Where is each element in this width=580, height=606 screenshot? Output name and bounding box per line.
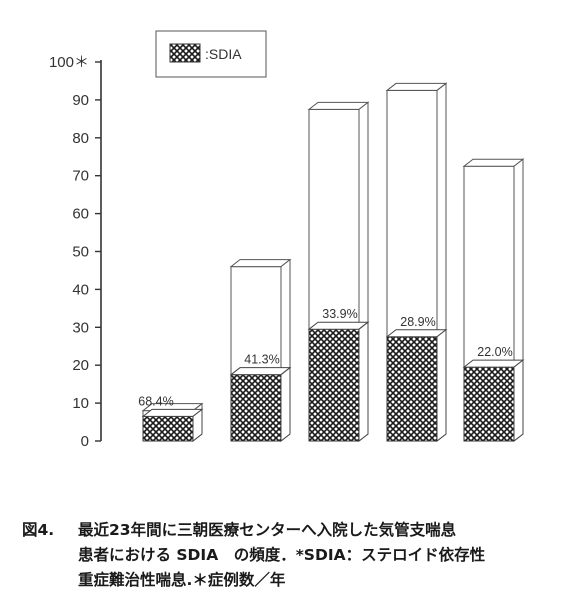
bar-sdia-side: [436, 328, 447, 443]
y-tick-label: 60: [72, 206, 89, 223]
bar-sdia-side: [513, 359, 524, 443]
bar-group: [462, 158, 525, 443]
y-tick-label: 70: [72, 168, 89, 185]
caption-line-3: 重症難治性喘息.＊症例数／年: [78, 571, 286, 589]
caption-line-2: 患者における SDIA の頻度．*SDIA：ステロイド依存性: [78, 546, 486, 564]
y-tick-label: 30: [72, 319, 89, 336]
bar-sdia-top: [385, 329, 448, 338]
bars: [141, 82, 525, 443]
bar-sdia-top: [462, 359, 525, 368]
bar-group: [307, 101, 370, 443]
bar-group: [229, 258, 292, 443]
y-tick-label: 40: [72, 281, 89, 298]
caption-text-1: 最近23年間に三朝医療センターへ入院した気管支喘息: [78, 521, 457, 539]
percent-label: 22.0%: [477, 345, 512, 359]
bar-sdia-top: [307, 321, 370, 330]
y-tick-label: 0: [81, 433, 89, 450]
y-tick-label: 80: [72, 130, 89, 147]
bar-sdia: [386, 336, 438, 442]
y-tick-label: 50: [72, 244, 89, 261]
y-tick-label: 90: [72, 92, 89, 109]
bar-sdia: [230, 374, 282, 442]
caption-line-1: 図4. 最近23年間に三朝医療センターへ入院した気管支喘息: [22, 518, 572, 543]
figure-caption: 図4. 最近23年間に三朝医療センターへ入院した気管支喘息 患者における SDIA…: [22, 518, 572, 593]
y-tick-label: 100＊: [49, 54, 89, 71]
bar-group: [385, 82, 448, 443]
legend-label-sdia: :SDIA: [205, 46, 242, 62]
bar-sdia: [463, 366, 515, 442]
y-tick-label: 10: [72, 395, 89, 412]
bar-total-top: [462, 158, 525, 167]
bar-sdia-top: [141, 408, 204, 417]
y-tick-label: 20: [72, 357, 89, 374]
percent-label: 28.9%: [400, 315, 435, 329]
bar-sdia: [142, 415, 194, 442]
bar-group: [141, 402, 204, 443]
y-axis: 0 10 20 30 40 50 60 70 80 90 100＊: [49, 54, 102, 450]
bar-total-top: [385, 82, 448, 91]
percent-labels: 68.4% 41.3% 33.9% 28.9% 22.0%: [138, 307, 512, 408]
bar-sdia: [308, 328, 360, 442]
bar-sdia-side: [280, 366, 291, 443]
bar-chart: 0 10 20 30 40 50 60 70 80 90 100＊ 68.4% 41.3% 33.9% 2…: [49, 30, 525, 450]
percent-label: 68.4%: [138, 394, 173, 408]
bar-sdia-side: [358, 321, 369, 443]
figure-number: 図4.: [22, 521, 55, 539]
percent-label: 41.3%: [244, 353, 279, 367]
bar-total-top: [307, 101, 370, 110]
percent-label: 33.9%: [322, 307, 357, 321]
bar-sdia-side: [192, 408, 203, 443]
legend-swatch: [169, 43, 201, 63]
bar-total-top: [229, 259, 292, 268]
legend: :SDIA: [155, 30, 267, 78]
bar-sdia-top: [229, 367, 292, 376]
